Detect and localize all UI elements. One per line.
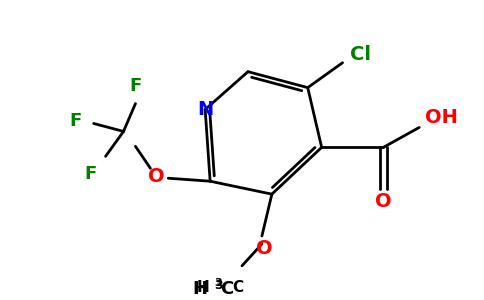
Text: H: H: [197, 280, 209, 295]
Text: H: H: [192, 280, 207, 298]
Text: F: F: [85, 165, 97, 183]
Text: C: C: [220, 280, 233, 298]
Text: 3: 3: [214, 278, 222, 288]
Text: O: O: [375, 192, 392, 211]
Text: Cl: Cl: [350, 45, 371, 64]
Text: OH: OH: [424, 108, 457, 127]
Text: C: C: [232, 280, 243, 295]
Text: F: F: [129, 76, 142, 94]
Text: 3: 3: [214, 279, 223, 292]
Text: O: O: [256, 239, 272, 258]
Text: F: F: [70, 112, 82, 130]
Text: O: O: [148, 167, 165, 186]
Text: N: N: [197, 100, 213, 119]
